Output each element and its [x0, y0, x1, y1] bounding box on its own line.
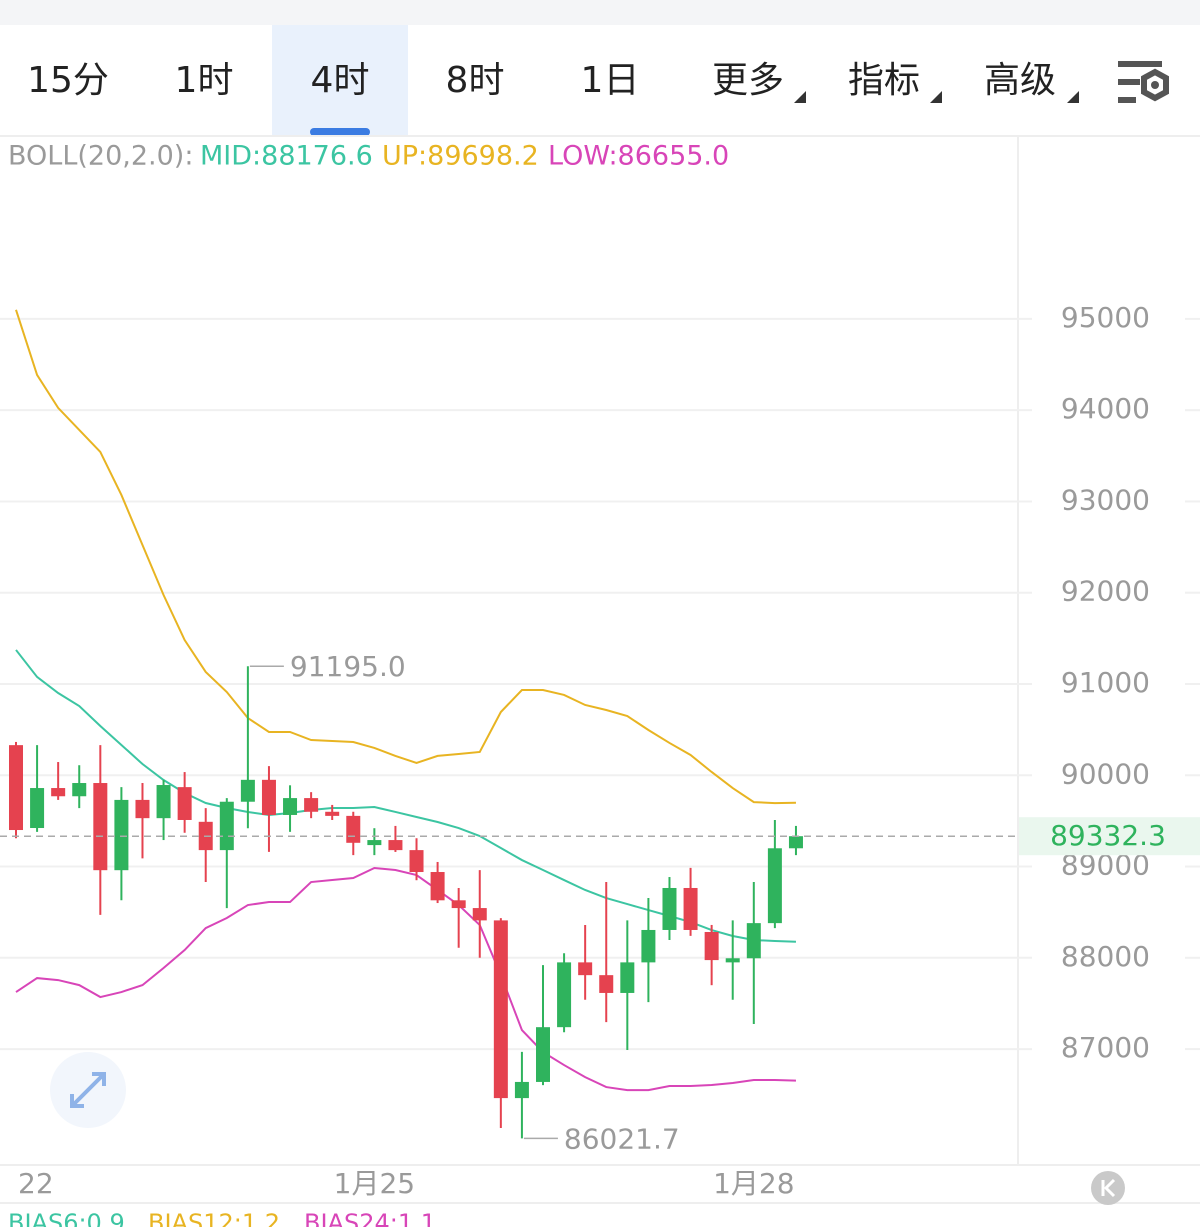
candle-body — [472, 908, 487, 921]
candle-body — [662, 887, 677, 930]
boll-line — [15, 649, 796, 943]
candle-body — [620, 962, 635, 993]
candle-body — [599, 975, 614, 993]
reset-button[interactable] — [1091, 1171, 1125, 1205]
candle-body — [409, 850, 424, 873]
tab[interactable]: 指标 — [848, 60, 920, 101]
boll-line — [15, 309, 796, 805]
candle-body — [578, 962, 593, 976]
legend-entry: UP:89698.2 — [382, 141, 539, 172]
sub-indicator: BIAS12:1.2 — [148, 1209, 280, 1227]
candle-body — [430, 872, 445, 901]
candle-body — [51, 788, 66, 797]
candle-body — [156, 785, 171, 819]
candle-body — [30, 788, 45, 829]
x-tick-label: 1月28 — [713, 1167, 794, 1200]
boll-line — [15, 866, 796, 1092]
tab[interactable]: 更多 — [712, 60, 784, 101]
candle-body — [9, 745, 23, 831]
legend-entry: LOW:86655.0 — [548, 141, 729, 172]
candle-body — [283, 798, 298, 815]
x-tick-label: 1月25 — [334, 1167, 415, 1200]
candle-body — [451, 900, 466, 909]
candle-body — [177, 787, 192, 820]
dropdown-arrow — [794, 91, 806, 103]
settings-icon[interactable] — [1118, 61, 1169, 103]
tab[interactable]: 高级 — [984, 60, 1056, 101]
candle-body — [388, 840, 403, 851]
max-label: 91195.0 — [290, 650, 406, 683]
candle-body — [367, 840, 382, 846]
sub-indicator: BIAS6:0.9 — [8, 1209, 125, 1227]
active-tab-indicator — [310, 128, 370, 136]
candle-body — [746, 923, 761, 959]
y-tick-label: 94000 — [1061, 392, 1150, 425]
candle-body — [114, 799, 129, 871]
candle-body — [493, 920, 508, 1099]
candle-body — [219, 801, 234, 851]
y-tick-label: 88000 — [1061, 940, 1150, 973]
min-label: 86021.7 — [564, 1122, 680, 1155]
candle-body — [93, 783, 108, 871]
candle-body — [704, 931, 719, 961]
status-strip — [0, 0, 1200, 25]
active-tab-bg — [272, 25, 408, 135]
tab[interactable]: 1时 — [175, 60, 234, 101]
expand-button[interactable] — [50, 1052, 126, 1128]
candle-body — [135, 799, 150, 819]
y-tick-label: 87000 — [1061, 1031, 1150, 1064]
tab[interactable]: 4时 — [311, 60, 370, 101]
tab[interactable]: 8时 — [446, 60, 505, 101]
tab[interactable]: 1日 — [581, 60, 640, 101]
tab[interactable]: 15分 — [27, 60, 109, 101]
candle-body — [346, 815, 361, 843]
candle-body — [325, 811, 340, 816]
candle-body — [261, 779, 276, 815]
candle-body — [240, 779, 255, 802]
candle-body — [557, 962, 572, 1028]
y-tick-label: 92000 — [1061, 575, 1150, 608]
candle-body — [641, 929, 656, 963]
candle-body — [725, 958, 740, 963]
candle-body — [304, 798, 319, 812]
y-tick-label: 91000 — [1061, 666, 1150, 699]
indicator-label: BOLL(20,2.0): — [8, 141, 193, 172]
candle-body — [767, 848, 782, 924]
sub-indicator: BIAS24:1.1 — [304, 1209, 436, 1227]
y-tick-label: 90000 — [1061, 757, 1150, 790]
candle-body — [536, 1027, 550, 1082]
dropdown-arrow — [1067, 91, 1079, 103]
candle-body — [683, 887, 698, 930]
candle-body — [788, 836, 803, 849]
candle-body — [514, 1081, 529, 1099]
y-tick-label: 95000 — [1061, 301, 1150, 334]
x-tick-label: 22 — [18, 1167, 54, 1200]
y-tick-label: 93000 — [1061, 483, 1150, 516]
last-price-label: 89332.3 — [1050, 819, 1166, 852]
candle-body — [72, 783, 87, 797]
last-price-bg — [1019, 817, 1200, 856]
legend-entry: MID:88176.6 — [200, 141, 373, 172]
dropdown-arrow — [930, 91, 942, 103]
